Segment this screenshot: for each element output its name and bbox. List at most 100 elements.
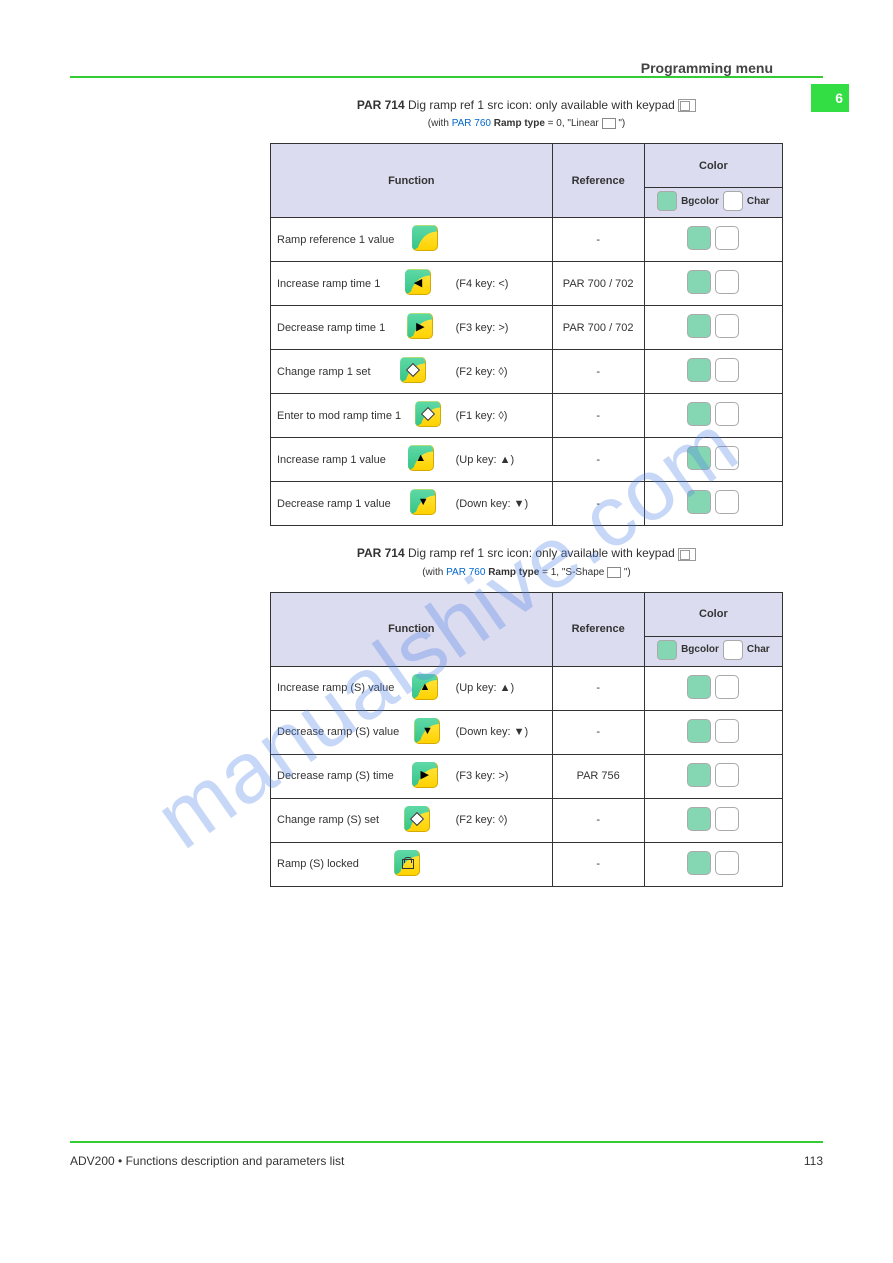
color-cell [644,710,782,754]
footer-right: 113 [804,1154,823,1168]
table-row: Decrease ramp (S) value ▼ (Down key: ▼)- [271,710,783,754]
swatch-char-icon [715,226,739,250]
swatch-char-icon [715,314,739,338]
func-key: (Up key: ▲) [456,682,546,694]
func-key: (F2 key: ◊) [456,366,546,378]
swatch-bgcolor-icon [687,851,711,875]
reference-cell: - [552,842,644,886]
swatch-bgcolor-icon [687,446,711,470]
t1-h-function: Function [271,144,553,218]
table2-caption-text: Dig ramp ref 1 src icon: only available … [408,546,675,560]
func-label: Change ramp 1 set [277,366,371,378]
func-label: Ramp reference 1 value [277,234,394,246]
color-cell [644,394,782,438]
t2-h-reference: Reference [552,592,644,666]
color-cell [644,798,782,842]
swatch-char-icon [715,270,739,294]
color-cell [644,262,782,306]
swatch-char-icon [723,640,743,660]
section-tab-number: 6 [835,90,843,106]
keypad-icon [678,548,696,561]
func-key: (F3 key: >) [456,770,546,782]
ramp-icon: ▶ [407,313,433,339]
swatch-bgcolor-icon [687,675,711,699]
swatch-char-icon [715,402,739,426]
footer: ADV200 • Functions description and param… [70,1154,823,1168]
func-key: (Up key: ▲) [456,454,546,466]
swatch-bgcolor-icon [687,807,711,831]
t1-sub-link[interactable]: PAR 760 [452,118,491,129]
function-cell: Decrease ramp (S) value ▼ (Down key: ▼) [271,710,553,754]
section-title: Programming menu [70,60,773,76]
swatch-bgcolor-icon [687,226,711,250]
table2-subcaption: (with PAR 760 Ramp type = 1, "S-Shape ") [270,567,783,578]
swatch-bgcolor-icon [687,402,711,426]
table1-subcaption: (with PAR 760 Ramp type = 0, "Linear ") [270,118,783,129]
color-cell [644,438,782,482]
section-tab: 6 [811,84,849,112]
reference-cell: - [552,394,644,438]
ramp-icon: ◀ [405,269,431,295]
ramp-icon [394,850,420,876]
ramp-icon: ▼ [414,718,440,744]
swatch-char-icon [715,851,739,875]
table-row: Enter to mod ramp time 1 (F1 key: ◊)- [271,394,783,438]
func-label: Decrease ramp (S) value [277,726,399,738]
swatch-bgcolor-icon [687,490,711,514]
func-label: Increase ramp 1 value [277,454,386,466]
function-cell: Increase ramp time 1◀(F4 key: <) [271,262,553,306]
reference-cell: PAR 700 / 702 [552,306,644,350]
t2-sub-eq: = 1, "S-Shape [542,567,607,578]
table-row: Change ramp (S) set(F2 key: ◊)- [271,798,783,842]
function-cell: Decrease ramp (S) time▶(F3 key: >) [271,754,553,798]
swatch-char-icon [715,675,739,699]
function-cell: Increase ramp (S) value▲(Up key: ▲) [271,666,553,710]
swatch-bgcolor-icon [687,763,711,787]
function-cell: Ramp reference 1 value [271,218,553,262]
t2-sub-col-a: Bgcolor [681,644,719,655]
t1-sub-col-a: Bgcolor [681,196,719,207]
color-cell [644,754,782,798]
func-label: Enter to mod ramp time 1 [277,410,401,422]
t2-sub-col-b: Char [747,644,770,655]
ramp-icon: ▲ [412,674,438,700]
reference-cell: - [552,666,644,710]
table2-section: PAR 714 Dig ramp ref 1 src icon: only av… [70,546,823,886]
footer-left: ADV200 • Functions description and param… [70,1154,344,1168]
function-cell: Enter to mod ramp time 1 (F1 key: ◊) [271,394,553,438]
t1-sub-label: Ramp type [494,118,545,129]
t1-sub-a: (with [428,118,449,129]
ramp-icon: ▲ [408,445,434,471]
reference-cell: - [552,710,644,754]
table1-caption-par: PAR 714 [357,98,405,112]
color-cell [644,842,782,886]
func-key: (F1 key: ◊) [456,410,546,422]
reference-cell: - [552,438,644,482]
table1-section: PAR 714 Dig ramp ref 1 src icon: only av… [70,98,823,526]
color-cell [644,482,782,526]
func-key: (F4 key: <) [456,278,546,290]
t1-h-color: Color [644,144,782,188]
table-row: Increase ramp (S) value▲(Up key: ▲)- [271,666,783,710]
function-cell: Decrease ramp time 1▶(F3 key: >) [271,306,553,350]
table2-caption-par: PAR 714 [357,546,405,560]
table1-caption: PAR 714 Dig ramp ref 1 src icon: only av… [270,98,783,112]
ramp-icon [404,806,430,832]
t2-sub-link[interactable]: PAR 760 [446,567,485,578]
t2-h-function: Function [271,592,553,666]
reference-cell: - [552,350,644,394]
page: Programming menu 6 PAR 714 Dig ramp ref … [0,0,893,887]
header-rule [70,76,823,78]
table1: Function Reference Color Bgcolor Char Ra… [270,143,783,526]
t1-sub-col-b: Char [747,196,770,207]
reference-cell: PAR 700 / 702 [552,262,644,306]
swatch-bgcolor-icon [687,358,711,382]
reference-cell: - [552,218,644,262]
func-key: (Down key: ▼) [456,726,546,738]
ramp-icon [415,401,441,427]
swatch-char-icon [715,446,739,470]
swatch-bgcolor-icon [687,719,711,743]
function-cell: Change ramp (S) set(F2 key: ◊) [271,798,553,842]
swatch-bgcolor-icon [687,314,711,338]
table-row: Decrease ramp 1 value▼(Down key: ▼)- [271,482,783,526]
